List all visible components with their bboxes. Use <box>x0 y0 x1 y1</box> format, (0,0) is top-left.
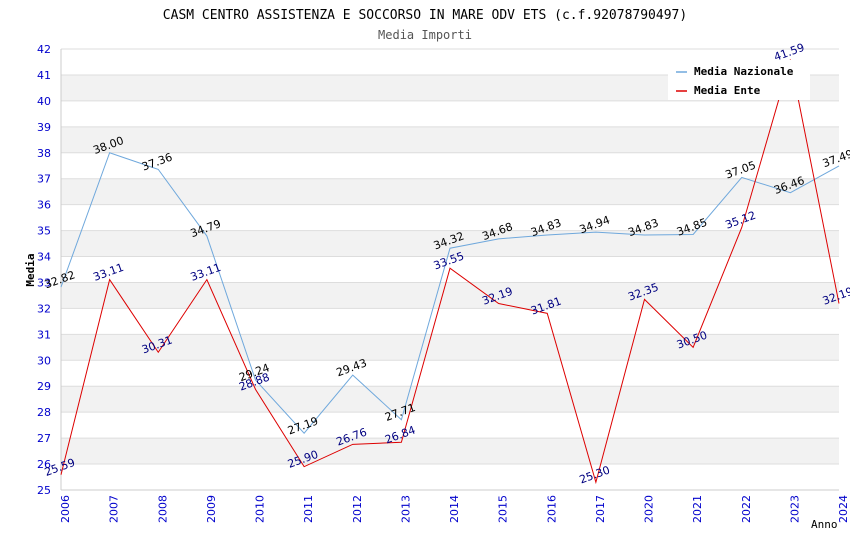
x-axis-label: Anno <box>811 518 838 531</box>
band-32 <box>61 282 839 309</box>
band-36 <box>61 178 839 205</box>
y-tick-label: 26 <box>37 458 51 471</box>
chart-title: CASM CENTRO ASSISTENZA E SOCCORSO IN MAR… <box>163 8 687 23</box>
y-tick-label: 37 <box>37 173 51 186</box>
y-tick-label: 29 <box>37 380 51 393</box>
y-tick-label: 35 <box>37 225 51 238</box>
legend-box <box>668 60 810 100</box>
y-tick-label: 36 <box>37 199 51 212</box>
data-label: 33.11 <box>189 261 223 284</box>
y-axis-label: Media <box>24 253 37 286</box>
plot-background <box>61 74 839 465</box>
x-tick-label: 2010 <box>254 495 267 523</box>
series-line-media-ente <box>60 59 840 485</box>
x-tick-label: 2006 <box>59 495 72 523</box>
band-26 <box>61 438 839 465</box>
data-labels: 32.8238.0037.3634.7929.2427.1929.4327.71… <box>43 41 850 487</box>
y-tick-label: 40 <box>37 95 51 108</box>
y-tick-label: 42 <box>37 43 51 56</box>
y-tick-label: 32 <box>37 302 51 315</box>
legend: Media Nazionale Media Ente <box>668 60 810 100</box>
band-30 <box>61 334 839 361</box>
band-34 <box>61 230 839 257</box>
chart-subtitle: Media Importi <box>378 28 472 42</box>
x-tick-label: 2022 <box>740 495 753 523</box>
data-label: 27.19 <box>286 414 320 437</box>
series-lines <box>60 59 840 485</box>
data-label: 35.12 <box>724 209 758 232</box>
data-label: 25.30 <box>578 463 612 486</box>
y-tick-label: 25 <box>37 484 51 497</box>
x-tick-label: 2021 <box>691 495 704 523</box>
y-tick-labels: 25 26 27 28 29 30 31 32 33 34 35 36 37 38 39 40 41 42 <box>37 43 51 497</box>
x-tick-label: 2020 <box>643 495 656 523</box>
x-tick-labels: 2006 2007 2008 2009 2010 2011 2012 2013 2014 2015… <box>59 495 850 523</box>
y-tick-label: 41 <box>37 69 51 82</box>
band-38 <box>61 126 839 153</box>
y-tick-label: 31 <box>37 328 51 341</box>
x-tick-label: 2008 <box>156 495 169 523</box>
band-28 <box>61 386 839 413</box>
y-tick-label: 33 <box>37 276 51 289</box>
series-line-media-nazionale <box>60 152 840 434</box>
y-tick-label: 30 <box>37 354 51 367</box>
x-tick-label: 2014 <box>448 495 461 523</box>
x-tick-label: 2013 <box>399 495 412 523</box>
y-tick-label: 28 <box>37 406 51 419</box>
y-tick-label: 39 <box>37 121 51 134</box>
legend-label-media-ente: Media Ente <box>694 84 761 97</box>
x-tick-label: 2024 <box>837 495 850 523</box>
x-tick-label: 2017 <box>594 495 607 523</box>
x-tick-label: 2007 <box>108 495 121 523</box>
y-tick-label: 34 <box>37 251 51 264</box>
y-tick-label: 27 <box>37 432 51 445</box>
x-tick-label: 2011 <box>302 495 315 523</box>
data-label: 33.11 <box>91 261 125 284</box>
axes <box>60 49 839 491</box>
x-tick-label: 2016 <box>545 495 558 523</box>
x-tick-label: 2012 <box>351 495 364 523</box>
y-tick-label: 38 <box>37 147 51 160</box>
x-tick-label: 2023 <box>788 495 801 523</box>
x-tick-label: 2015 <box>497 495 510 523</box>
legend-label-media-nazionale: Media Nazionale <box>694 65 794 78</box>
data-label: 37.36 <box>140 151 174 174</box>
x-tick-label: 2009 <box>205 495 218 523</box>
